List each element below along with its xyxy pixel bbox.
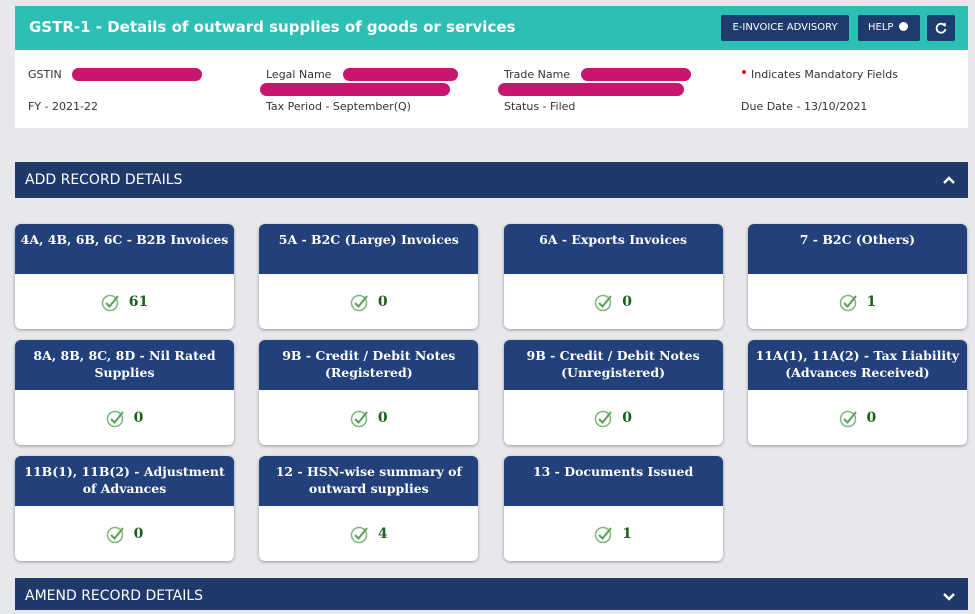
- record-count: 0: [377, 409, 388, 426]
- chevron-down: [943, 593, 955, 601]
- tile-body: 0: [15, 506, 234, 561]
- gstin-label: GSTIN: [28, 68, 62, 81]
- tile-body: 0: [504, 274, 723, 329]
- record-tile[interactable]: 9B - Credit / Debit Notes (Registered) 0: [259, 340, 479, 445]
- record-count: 0: [377, 293, 388, 310]
- check-icon: [350, 526, 368, 543]
- tile-title: 13 - Documents Issued: [503, 456, 723, 506]
- section-title: AMEND RECORD DETAILS: [25, 588, 204, 604]
- tile-title: 8A, 8B, 8C, 8D - Nil Rated Supplies: [15, 340, 234, 390]
- page-title: GSTR-1 - Details of outward supplies of …: [29, 18, 516, 36]
- tile-body: 0: [504, 390, 723, 445]
- redaction: [260, 83, 450, 96]
- check-icon: [350, 294, 368, 311]
- tile-title: 12 - HSN-wise summary of outward supplie…: [259, 456, 479, 506]
- redaction: [581, 68, 691, 81]
- check-icon: [839, 294, 857, 311]
- help-icon: [899, 22, 909, 31]
- check-icon: [594, 526, 612, 543]
- trade-name-label: Trade Name: [504, 68, 571, 81]
- mandatory-mark: [742, 70, 746, 74]
- check-icon: [839, 410, 857, 427]
- record-count: 61: [128, 293, 149, 310]
- tile-body: 0: [259, 274, 478, 329]
- record-count: 0: [622, 293, 632, 310]
- due-date: Due Date - 13/10/2021: [741, 100, 868, 113]
- record-count: 0: [622, 409, 632, 426]
- mandatory-note: Indicates Mandatory Fields: [751, 68, 898, 81]
- check-icon: [350, 410, 368, 427]
- record-count: 0: [133, 409, 144, 426]
- tile-title: 11B(1), 11B(2) - Adjustment of Advances: [15, 456, 234, 506]
- tile-body: 1: [748, 274, 967, 329]
- record-count: 1: [866, 293, 877, 310]
- redaction: [343, 68, 458, 81]
- tile-body: 0: [259, 390, 478, 445]
- tile-title: 6A - Exports Invoices: [503, 224, 723, 274]
- record-count: 4: [377, 525, 388, 542]
- check-icon: [594, 410, 612, 427]
- chevron-up: [943, 176, 955, 184]
- tile-title: 9B - Credit / Debit Notes (Registered): [259, 340, 479, 390]
- check-icon: [106, 526, 124, 543]
- record-tile[interactable]: 12 - HSN-wise summary of outward supplie…: [259, 456, 479, 561]
- tile-title: 11A(1), 11A(2) - Tax Liability (Advances…: [747, 340, 967, 390]
- check-icon: [101, 294, 119, 311]
- info-panel: GSTIN Legal Name Trade Name Indicates Ma…: [15, 50, 968, 128]
- help-label: HELP: [868, 22, 894, 33]
- amend-section-bar[interactable]: AMEND RECORD DETAILS: [15, 578, 968, 610]
- tile-title: 5A - B2C (Large) Invoices: [259, 224, 479, 274]
- record-count: 0: [866, 409, 877, 426]
- check-icon: [594, 294, 612, 311]
- help-button[interactable]: HELP: [858, 15, 920, 41]
- tile-title: 7 - B2C (Others): [747, 224, 967, 274]
- tax-period: Tax Period - September(Q): [266, 100, 411, 113]
- refresh-button[interactable]: [927, 15, 955, 41]
- legal-name-label: Legal Name: [266, 68, 332, 81]
- refresh-icon: [935, 22, 947, 34]
- tile-title: 4A, 4B, 6B, 6C - B2B Invoices: [15, 224, 234, 274]
- record-tile[interactable]: 9B - Credit / Debit Notes (Unregistered)…: [503, 340, 723, 445]
- record-count: 0: [133, 525, 144, 542]
- record-tile[interactable]: 6A - Exports Invoices 0: [503, 224, 723, 329]
- record-tile[interactable]: 5A - B2C (Large) Invoices 0: [259, 224, 479, 329]
- section-title: ADD RECORD DETAILS: [25, 172, 183, 188]
- redaction: [72, 68, 202, 81]
- tile-title: 9B - Credit / Debit Notes (Unregistered): [503, 340, 723, 390]
- record-tile[interactable]: 13 - Documents Issued 1: [503, 456, 723, 561]
- record-tile[interactable]: 7 - B2C (Others) 1: [747, 224, 967, 329]
- add-section-bar[interactable]: ADD RECORD DETAILS: [15, 162, 968, 198]
- redaction: [498, 83, 684, 96]
- tile-body: 1: [504, 506, 723, 561]
- header-bar: GSTR-1 - Details of outward supplies of …: [15, 6, 968, 50]
- status: Status - Filed: [504, 100, 576, 113]
- tile-body: 0: [748, 390, 967, 445]
- fy: FY - 2021-22: [28, 100, 98, 113]
- record-tile[interactable]: 8A, 8B, 8C, 8D - Nil Rated Supplies 0: [15, 340, 234, 445]
- record-tile[interactable]: 4A, 4B, 6B, 6C - B2B Invoices 61: [15, 224, 234, 329]
- advisory-button[interactable]: E-INVOICE ADVISORY: [721, 15, 849, 41]
- record-tile[interactable]: 11B(1), 11B(2) - Adjustment of Advances 0: [15, 456, 234, 561]
- tile-body: 61: [15, 274, 234, 329]
- record-count: 1: [622, 525, 632, 542]
- tile-body: 4: [259, 506, 478, 561]
- record-tile[interactable]: 11A(1), 11A(2) - Tax Liability (Advances…: [747, 340, 967, 445]
- tile-body: 0: [15, 390, 234, 445]
- check-icon: [106, 410, 124, 427]
